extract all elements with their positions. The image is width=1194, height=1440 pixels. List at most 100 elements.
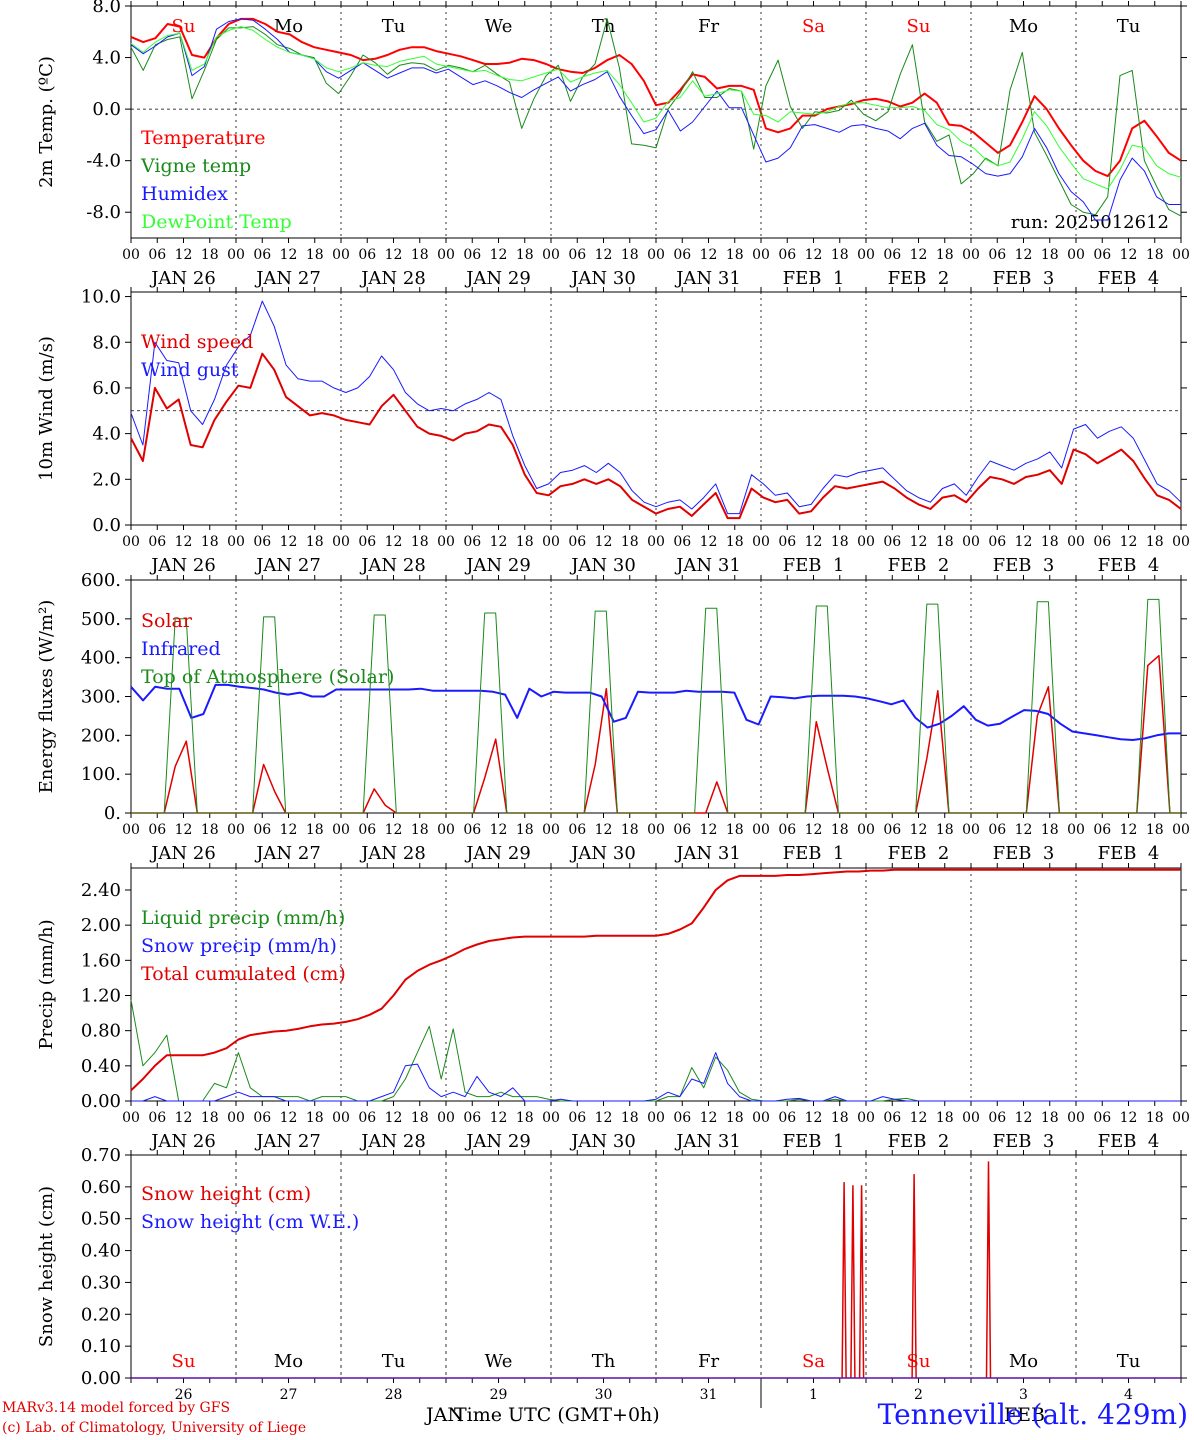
hour-label: 12 (1120, 247, 1138, 263)
hour-label: 18 (936, 1110, 954, 1126)
hour-label: 18 (516, 822, 534, 838)
y-tick-label: 0.40 (81, 1241, 121, 1262)
day-label: JAN 28 (359, 1131, 426, 1152)
hour-label: 06 (1093, 247, 1111, 263)
day-label: JAN 26 (149, 1131, 216, 1152)
y-tick-label: 200. (81, 725, 121, 746)
day-label: FEB 4 (1098, 843, 1160, 864)
y-tick-label: 0. (104, 803, 121, 824)
hour-label: 00 (122, 1110, 140, 1126)
hour-label: 06 (568, 534, 586, 550)
hour-label: 06 (883, 822, 901, 838)
series-line-snow-precip-mm-h- (131, 1052, 1181, 1102)
day-label: JAN 31 (674, 843, 741, 864)
hour-label: 00 (1172, 1110, 1190, 1126)
hour-label: 00 (857, 534, 875, 550)
hour-label: 18 (621, 247, 639, 263)
hour-label: 00 (437, 247, 455, 263)
day-number-label: 27 (280, 1387, 298, 1403)
hour-label: 18 (306, 247, 324, 263)
hour-label: 00 (122, 534, 140, 550)
hour-label: 12 (700, 1110, 718, 1126)
hour-label: 06 (253, 1110, 271, 1126)
lab-credit: (c) Lab. of Climatology, University of L… (2, 1420, 307, 1436)
hour-label: 12 (595, 534, 613, 550)
y-tick-label: 500. (81, 609, 121, 630)
y-tick-label: 6.0 (92, 378, 121, 399)
hour-label: 18 (411, 822, 429, 838)
day-label: JAN 30 (569, 1131, 636, 1152)
y-tick-label: 0.0 (92, 99, 121, 120)
day-label: FEB 2 (888, 1131, 950, 1152)
hour-label: 00 (437, 534, 455, 550)
hour-label: 00 (1067, 534, 1085, 550)
hour-label: 18 (831, 1110, 849, 1126)
y-tick-label: 4.0 (92, 424, 121, 445)
hour-label: 00 (857, 247, 875, 263)
hour-label: 18 (831, 247, 849, 263)
legend-entry: Total cumulated (cm) (141, 963, 346, 985)
hour-label: 12 (490, 822, 508, 838)
hour-label: 06 (1093, 534, 1111, 550)
hour-label: 06 (358, 247, 376, 263)
weekday-label: Mo (1009, 1351, 1038, 1372)
day-label: JAN 26 (149, 843, 216, 864)
hour-label: 06 (463, 534, 481, 550)
snow-spike (841, 1182, 847, 1379)
hour-label: 00 (647, 822, 665, 838)
weekday-label: We (485, 1351, 513, 1372)
hour-label: 06 (568, 1110, 586, 1126)
hour-label: 18 (516, 534, 534, 550)
weekday-label: Th (592, 16, 616, 37)
hour-label: 06 (988, 534, 1006, 550)
model-credit: MARv3.14 model forced by GFS (2, 1400, 231, 1416)
hour-label: 18 (1146, 822, 1164, 838)
hour-label: 18 (726, 534, 744, 550)
day-label: JAN 28 (359, 843, 426, 864)
hour-label: 18 (726, 822, 744, 838)
hour-label: 18 (1146, 534, 1164, 550)
day-label: FEB 1 (783, 1131, 845, 1152)
hour-label: 12 (1120, 822, 1138, 838)
hour-label: 12 (805, 534, 823, 550)
y-axis-label: Precip (mm/h) (36, 919, 57, 1049)
legend-entry: Infrared (141, 638, 221, 660)
hour-label: 12 (595, 247, 613, 263)
hour-label: 00 (1172, 822, 1190, 838)
hour-label: 00 (962, 534, 980, 550)
weekday-label: Tu (382, 1351, 406, 1372)
snow-spike (850, 1185, 856, 1379)
legend-entry: Snow height (cm W.E.) (141, 1211, 359, 1233)
day-number-label: 4 (1124, 1387, 1133, 1403)
hour-label: 12 (1015, 534, 1033, 550)
hour-label: 12 (385, 822, 403, 838)
day-label: JAN 29 (464, 1131, 531, 1152)
hour-label: 00 (542, 247, 560, 263)
run-label: run: 2025012612 (1011, 212, 1169, 233)
hour-label: 18 (201, 1110, 219, 1126)
snow-spike (858, 1185, 865, 1379)
snow-spike (985, 1161, 992, 1379)
legend-entry: Liquid precip (mm/h) (141, 907, 345, 929)
hour-label: 06 (358, 1110, 376, 1126)
day-number-label: 28 (385, 1387, 403, 1403)
y-tick-label: -8.0 (86, 202, 121, 223)
hour-label: 00 (332, 247, 350, 263)
day-label: JAN 29 (464, 555, 531, 576)
hour-label: 12 (280, 247, 298, 263)
y-tick-label: 0.80 (81, 1021, 121, 1042)
hour-label: 18 (621, 822, 639, 838)
hour-label: 18 (516, 1110, 534, 1126)
hour-label: 12 (805, 822, 823, 838)
hour-label: 06 (568, 822, 586, 838)
hour-label: 06 (463, 1110, 481, 1126)
y-tick-label: 10.0 (81, 287, 121, 308)
hour-label: 06 (1093, 822, 1111, 838)
hour-label: 06 (463, 822, 481, 838)
hour-label: 12 (175, 1110, 193, 1126)
legend-entry: Snow precip (mm/h) (141, 935, 337, 957)
weekday-label: Su (172, 16, 196, 37)
series-line-dewpoint-temp (130, 26, 1182, 190)
series-line-top-of-atmosphere-solar- (131, 598, 1181, 814)
y-tick-label: 4.0 (92, 48, 121, 69)
